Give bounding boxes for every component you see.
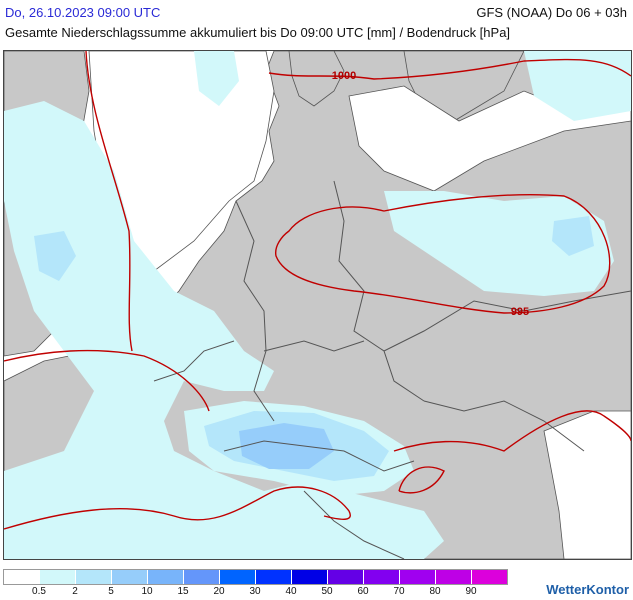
legend-colorbar	[3, 569, 508, 585]
legend-swatch	[256, 570, 292, 584]
isobar-south	[4, 349, 631, 530]
legend-swatch	[328, 570, 364, 584]
legend-tick-label: 80	[429, 586, 441, 597]
legend-swatch	[436, 570, 472, 584]
brand-logo: WetterKontor	[546, 582, 629, 597]
legend-tick-label: 40	[285, 586, 297, 597]
header-datetime: Do, 26.10.2023 09:00 UTC	[5, 5, 161, 20]
legend-tick-label: 50	[321, 586, 333, 597]
isobars	[4, 51, 631, 530]
header-subtitle: Gesamte Niederschlagssumme akkumuliert b…	[5, 25, 511, 40]
precip-light-ne	[524, 51, 631, 121]
land-denmark	[288, 51, 345, 107]
legend-swatch	[76, 570, 112, 584]
legend-swatch	[220, 570, 256, 584]
legend-tick-label: 30	[249, 586, 261, 597]
legend-tick-label: 5	[108, 586, 114, 597]
legend-swatch	[400, 570, 436, 584]
precip-heavy-alps	[239, 423, 334, 469]
precipitation-map: 1000 995	[3, 50, 632, 560]
legend-swatch	[472, 570, 507, 584]
legend-tick-label: 90	[465, 586, 477, 597]
header-model: GFS (NOAA) Do 06 + 03h	[476, 5, 627, 20]
legend-tick-label: 70	[393, 586, 405, 597]
legend-tick-label: 0.5	[32, 586, 46, 597]
isobar-label-1000: 1000	[332, 70, 356, 82]
legend-swatch	[4, 570, 40, 584]
precip-light-east	[384, 191, 614, 296]
isobar-label-995: 995	[511, 306, 529, 318]
precip-moderate-east	[552, 216, 594, 256]
isobar-995	[274, 194, 611, 314]
legend-swatch	[112, 570, 148, 584]
legend-tick-label: 20	[213, 586, 225, 597]
legend-tick-label: 2	[72, 586, 78, 597]
legend-tick-label: 60	[357, 586, 369, 597]
legend-swatch	[364, 570, 400, 584]
isobar-1000	[85, 51, 631, 352]
legend-swatch	[148, 570, 184, 584]
map-canvas: 1000 995	[4, 51, 631, 559]
legend-tick-label: 10	[141, 586, 153, 597]
legend-ticks: 0.5 2 5 10 15 20 30 40 50 60 70 80 90	[3, 586, 498, 600]
legend-swatch	[184, 570, 220, 584]
country-borders	[153, 180, 631, 559]
precip-moderate-uk	[34, 231, 76, 281]
legend-swatch	[40, 570, 76, 584]
legend-tick-label: 15	[177, 586, 189, 597]
legend-swatch	[292, 570, 328, 584]
precip-light-north	[194, 51, 239, 106]
precip-light-west	[4, 101, 444, 559]
